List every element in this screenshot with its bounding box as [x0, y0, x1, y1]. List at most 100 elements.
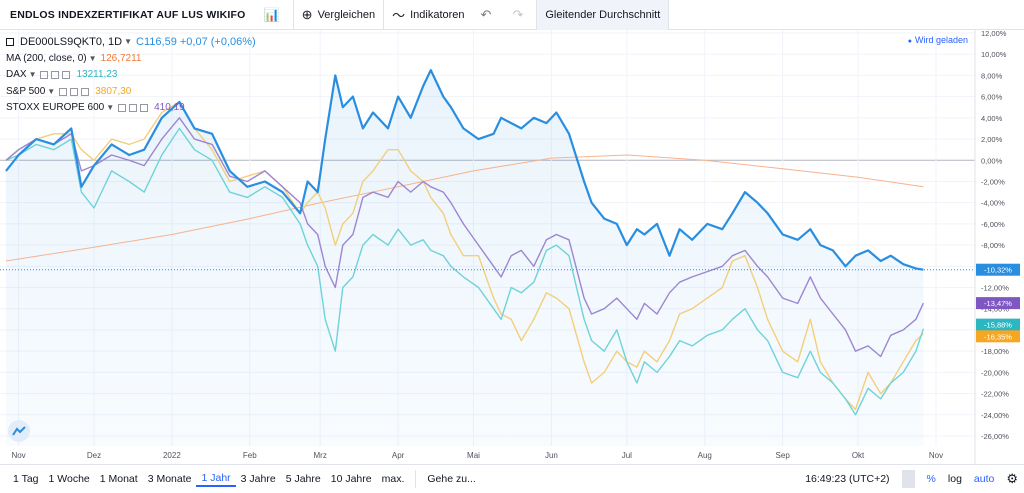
- bar-style-button[interactable]: 📊: [255, 0, 292, 30]
- y-tick-label: 12,00%: [981, 30, 1007, 38]
- x-tick-label: Mrz: [314, 451, 327, 460]
- eye-icon[interactable]: [40, 71, 49, 80]
- series-line-main: [5, 69, 924, 271]
- range-button[interactable]: 1 Tag: [13, 473, 39, 485]
- redo-icon: ↷: [512, 6, 524, 22]
- legend-dax-value: 13211,23: [76, 69, 118, 80]
- percent-toggle[interactable]: %: [926, 473, 936, 485]
- range-button[interactable]: 5 Jahre: [285, 473, 321, 485]
- range-selector: 1 Tag 1 Woche 1 Monat 3 Monate 1 Jahr 3 Jahre…: [0, 472, 409, 487]
- settings-icon[interactable]: [51, 71, 60, 80]
- y-tick-label: -22,00%: [981, 390, 1009, 399]
- x-tick-label: Dez: [87, 451, 101, 460]
- compare-button[interactable]: ⊕ Vergleichen: [294, 0, 383, 30]
- indicators-button[interactable]: 〜 Indikatoren: [384, 0, 472, 30]
- y-tick-label: 4,00%: [981, 114, 1003, 123]
- log-toggle[interactable]: log: [947, 473, 962, 485]
- range-button[interactable]: 1 Monat: [99, 473, 138, 485]
- bottom-divider: [901, 470, 915, 488]
- y-tick-label: 2,00%: [981, 135, 1003, 144]
- close-icon[interactable]: [81, 87, 90, 96]
- time-axis[interactable]: Nov Dez 2022 Feb Mrz Apr Mai Jun Jul Aug Sep Okt Nov: [11, 451, 943, 460]
- legend-sp[interactable]: S&P 500 ▼ 3807,30: [6, 84, 256, 101]
- auto-toggle[interactable]: auto: [973, 473, 995, 485]
- last-value-badge-text: -15,88%: [984, 321, 1012, 330]
- collapse-icon[interactable]: [6, 38, 14, 47]
- x-tick-label: Jul: [622, 451, 632, 460]
- series-line-dax: [5, 127, 925, 416]
- clock-readout[interactable]: 16:49:23 (UTC+2): [805, 473, 890, 485]
- y-tick-label: 8,00%: [981, 71, 1003, 80]
- chevron-down-icon[interactable]: ▼: [88, 53, 97, 63]
- chevron-down-icon[interactable]: ▼: [124, 37, 133, 46]
- x-tick-label: Okt: [852, 451, 865, 460]
- compare-label: Vergleichen: [317, 8, 376, 21]
- undo-button[interactable]: ↶: [473, 0, 505, 30]
- legend-stoxx[interactable]: STOXX EUROPE 600 ▼ 410,19: [6, 100, 256, 117]
- x-tick-label: Feb: [243, 451, 257, 460]
- legend-ma-value: 126,7211: [100, 52, 142, 64]
- price-axis[interactable]: 12,00% 10,00% 8,00% 6,00% 4,00% 2,00% 0,00% -2,…: [981, 30, 1009, 441]
- last-value-badge-text: -10,32%: [984, 266, 1012, 275]
- price-chart[interactable]: 12,00% 10,00% 8,00% 6,00% 4,00% 2,00% 0,00% -2,…: [0, 30, 1024, 464]
- moving-average-tab[interactable]: Gleitender Durchschnitt: [537, 0, 669, 30]
- series-line-sp: [5, 101, 924, 411]
- series-line-stoxx: [5, 117, 925, 358]
- redo-button[interactable]: ↷: [504, 0, 536, 30]
- legend-main-series[interactable]: DE000LS9QKT0, 1D ▼ C116,59 +0,07 (+0,06%…: [6, 34, 256, 51]
- range-button[interactable]: 3 Monate: [147, 473, 192, 485]
- loading-status: Wird geladen: [908, 35, 968, 45]
- range-button[interactable]: 3 Jahre: [240, 473, 276, 485]
- settings-gear-icon[interactable]: ⚙: [1006, 471, 1018, 486]
- toolbar-divider: [292, 0, 294, 30]
- y-tick-label: 10,00%: [981, 50, 1007, 59]
- range-button[interactable]: 1 Woche: [48, 473, 90, 485]
- candles-icon: 📊: [263, 6, 280, 22]
- bottom-toolbar: 1 Tag 1 Woche 1 Monat 3 Monate 1 Jahr 3 Jahre…: [0, 464, 1024, 493]
- indicator-wave-icon: 〜: [392, 8, 406, 23]
- y-tick-label: -20,00%: [981, 368, 1009, 377]
- legend-sp-label: S&P 500: [6, 85, 46, 97]
- toolbar-divider: [536, 0, 538, 30]
- toolbar-divider: [668, 0, 670, 30]
- last-value-badge-sp: [976, 330, 1020, 343]
- toolbar-divider: [383, 0, 385, 30]
- main-series-area: [6, 70, 924, 446]
- x-tick-label: Mai: [467, 451, 480, 460]
- bottom-divider: [415, 470, 417, 488]
- x-tick-label: Apr: [392, 451, 405, 460]
- indicators-label: Indikatoren: [410, 8, 465, 21]
- legend-stoxx-value: 410,19: [154, 102, 185, 113]
- eye-icon[interactable]: [118, 104, 127, 113]
- range-button[interactable]: max.: [381, 473, 405, 485]
- range-button[interactable]: 10 Jahre: [330, 473, 372, 485]
- plus-circle-icon: ⊕: [301, 6, 313, 22]
- legend-main-symbol: DE000LS9QKT0, 1D: [20, 36, 123, 48]
- y-tick-label: -14,00%: [981, 305, 1009, 314]
- chevron-down-icon[interactable]: ▼: [47, 86, 56, 96]
- x-tick-label: Nov: [929, 451, 943, 460]
- last-value-badge-text: -13,47%: [984, 299, 1012, 308]
- x-tick-label: Nov: [11, 451, 25, 460]
- x-tick-label: 2022: [163, 451, 181, 460]
- series-lines: [0, 69, 975, 416]
- tradingview-logo-icon[interactable]: [8, 420, 30, 442]
- legend-dax[interactable]: DAX ▼ 13211,23: [6, 67, 256, 84]
- close-icon[interactable]: [140, 104, 149, 113]
- last-value-badges: -10,32% -13,47% -15,88% -16,35%: [976, 263, 1020, 343]
- chart-legend: DE000LS9QKT0, 1D ▼ C116,59 +0,07 (+0,06%…: [6, 34, 256, 117]
- range-button[interactable]: 1 Jahr: [196, 472, 236, 487]
- close-icon[interactable]: [62, 71, 71, 80]
- series-line-ma: [5, 154, 924, 262]
- settings-icon[interactable]: [129, 104, 138, 113]
- chevron-down-icon[interactable]: ▼: [28, 70, 37, 79]
- goto-button[interactable]: Gehe zu...: [427, 473, 476, 485]
- symbol-title[interactable]: ENDLOS INDEXZERTIFIKAT AUF LUS WIKIFO: [10, 8, 246, 21]
- eye-icon[interactable]: [59, 87, 68, 96]
- legend-ma[interactable]: MA (200, close, 0) ▼ 126,7211: [6, 51, 256, 68]
- undo-icon: ↶: [480, 6, 492, 22]
- chevron-down-icon[interactable]: ▼: [106, 103, 115, 112]
- settings-icon[interactable]: [70, 87, 79, 96]
- y-tick-label: -24,00%: [981, 411, 1009, 420]
- legend-sp-value: 3807,30: [95, 85, 132, 97]
